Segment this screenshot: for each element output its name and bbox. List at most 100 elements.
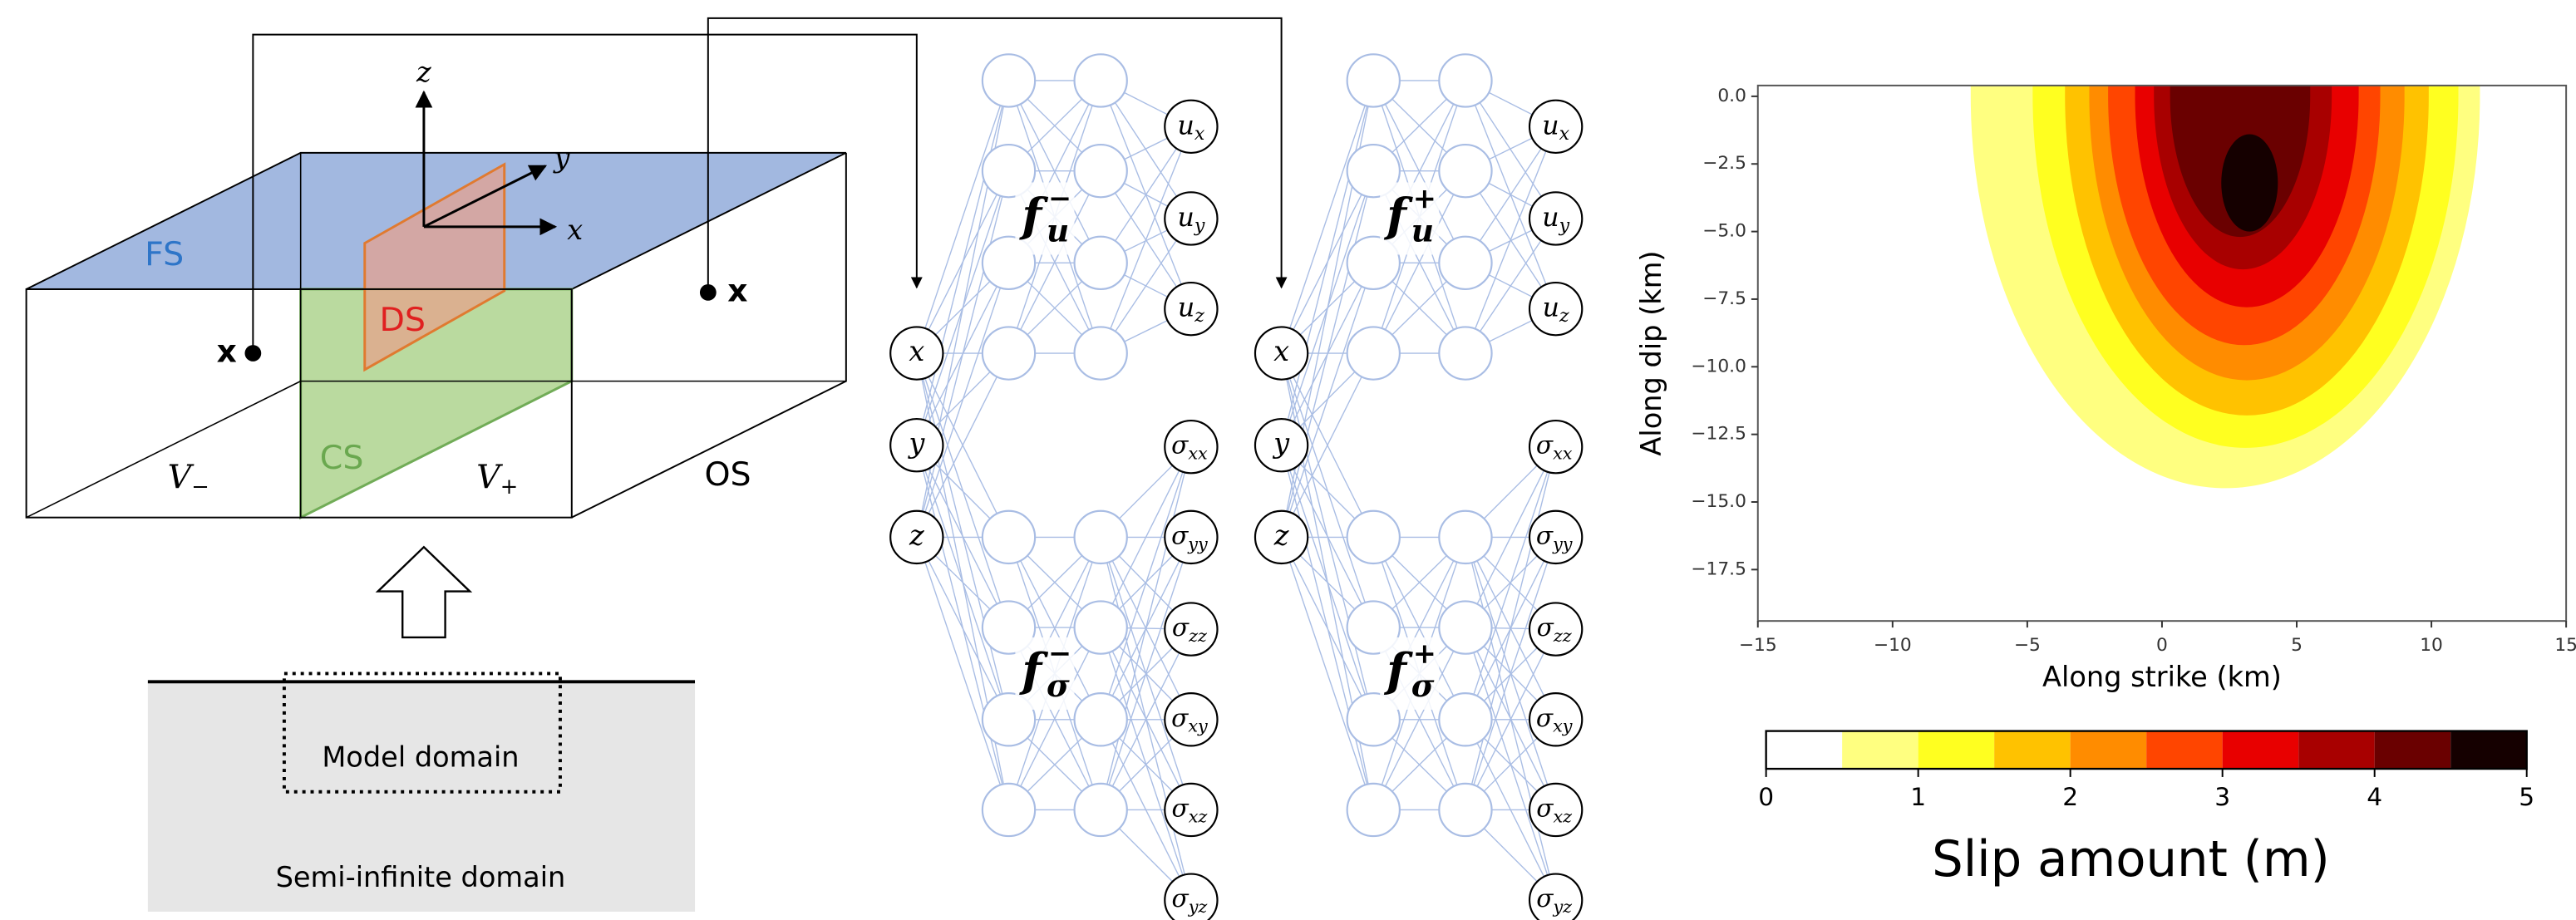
connection	[1282, 81, 1374, 353]
math-base: σ	[1171, 793, 1189, 822]
math-sub: y	[1194, 214, 1205, 236]
math-base: σ	[1171, 520, 1189, 549]
math-sub: z	[1559, 305, 1569, 327]
slip-chart: Along strike (km) Along dip (km) Slip am…	[1635, 86, 2576, 888]
colorbar-cell	[2223, 731, 2299, 769]
slip-contour	[2221, 134, 2278, 231]
hollow-arrow	[378, 547, 470, 637]
math-base: u	[1543, 293, 1559, 322]
neuron	[1075, 693, 1127, 745]
domain-label: Semi-infinite domain	[276, 861, 566, 893]
colorbar-cell	[2071, 731, 2147, 769]
x-tick-label: 15	[2554, 635, 2576, 656]
input-label: x	[1273, 335, 1289, 367]
input-label: z	[909, 519, 924, 551]
x-tick-label: 0	[2156, 635, 2168, 656]
connection	[1282, 537, 1374, 809]
colorbar-cell	[1918, 731, 1995, 769]
math-sup: −	[1048, 637, 1071, 670]
math-sub: yz	[1188, 897, 1209, 917]
connection	[1101, 447, 1191, 720]
x-tick-label: −10	[1874, 635, 1912, 656]
math-sub: xy	[1553, 716, 1573, 736]
x-axis-label: Along strike (km)	[2042, 661, 2282, 693]
neuron	[1075, 145, 1127, 197]
colorbar-tick-label: 2	[2062, 782, 2078, 811]
colorbar-cell	[2450, 731, 2527, 769]
axis-label: z	[416, 56, 431, 88]
math-sub: zz	[1553, 625, 1573, 645]
page: z x y FS DS CS OS V− V+ x x Model domain…	[0, 0, 2576, 920]
colorbar-cell	[1842, 731, 1918, 769]
neuron	[1347, 54, 1400, 106]
math-sub: xx	[1553, 443, 1573, 463]
colorbar-cell	[2298, 731, 2375, 769]
connection	[917, 263, 1009, 537]
neuron	[1439, 693, 1491, 745]
colorbar-label: Slip amount (m)	[1932, 830, 2330, 888]
math-sub: σ	[1411, 667, 1435, 704]
math-sub: xy	[1188, 716, 1208, 736]
math-base: σ	[1171, 703, 1189, 732]
networks: xyzuxuyuzσxxσyyσzzσxyσxzσyzf−uf−σxyzuxuy…	[890, 54, 1582, 920]
connection	[917, 81, 1009, 353]
connection	[917, 353, 1009, 627]
math-base: σ	[1536, 793, 1554, 822]
x-tick-label: 5	[2291, 635, 2303, 656]
domain-label: Model domain	[322, 741, 519, 774]
axis-label: y	[552, 141, 570, 174]
colorbar-cell	[1766, 731, 1843, 769]
colorbar-tick-label: 1	[1910, 782, 1926, 811]
input-label: y	[907, 427, 925, 460]
plane-label: OS	[704, 455, 751, 494]
math-sub: z	[1194, 305, 1204, 327]
math-sup: +	[1413, 181, 1436, 214]
neuron	[1439, 511, 1491, 563]
math-sub: σ	[1047, 667, 1070, 704]
neuron	[1439, 784, 1491, 836]
neuron	[1439, 327, 1491, 379]
axis-label: x	[567, 214, 583, 246]
neuron	[1439, 601, 1491, 653]
math-base: σ	[1536, 883, 1554, 913]
neuron	[1439, 54, 1491, 106]
input-label: x	[909, 335, 924, 367]
math-sub: x	[1194, 123, 1205, 145]
math-sub: u	[1411, 212, 1434, 248]
neuron	[1347, 511, 1400, 563]
neuron	[983, 54, 1035, 106]
math-base: σ	[1537, 613, 1554, 642]
neuron	[1075, 237, 1127, 289]
math-base: σ	[1172, 613, 1189, 642]
math-base: σ	[1536, 520, 1554, 549]
volume-label: V+	[476, 458, 518, 499]
neuron	[1075, 327, 1127, 379]
colorbar-tick-label: 0	[1758, 782, 1774, 811]
math-sub: xz	[1553, 806, 1573, 826]
y-tick-label: −7.5	[1702, 288, 1746, 309]
neuron	[1347, 784, 1400, 836]
math-base: u	[1542, 202, 1559, 232]
plane-label: DS	[379, 301, 426, 339]
math-base: u	[1177, 111, 1194, 140]
math-base: σ	[1171, 883, 1189, 913]
x-tick-label: −5	[2014, 635, 2041, 656]
math-sub: zz	[1188, 625, 1208, 645]
neuron	[1347, 327, 1400, 379]
neuron	[983, 327, 1035, 379]
colorbar-tick-label: 4	[2367, 782, 2382, 811]
y-tick-label: −5.0	[1702, 221, 1746, 242]
math-sub: x	[1559, 123, 1570, 145]
colorbar-cell	[2146, 731, 2223, 769]
colorbar-cell	[1994, 731, 2071, 769]
connection	[1465, 627, 1556, 900]
point-label: x	[727, 272, 747, 308]
math-base: u	[1178, 293, 1194, 322]
y-tick-label: −2.5	[1702, 153, 1746, 174]
math-sub: yy	[1187, 534, 1208, 553]
neuron	[983, 511, 1035, 563]
colorbar-tick-label: 3	[2214, 782, 2230, 811]
y-tick-label: −10.0	[1691, 356, 1746, 376]
connection	[917, 537, 1009, 809]
neuron	[1075, 784, 1127, 836]
